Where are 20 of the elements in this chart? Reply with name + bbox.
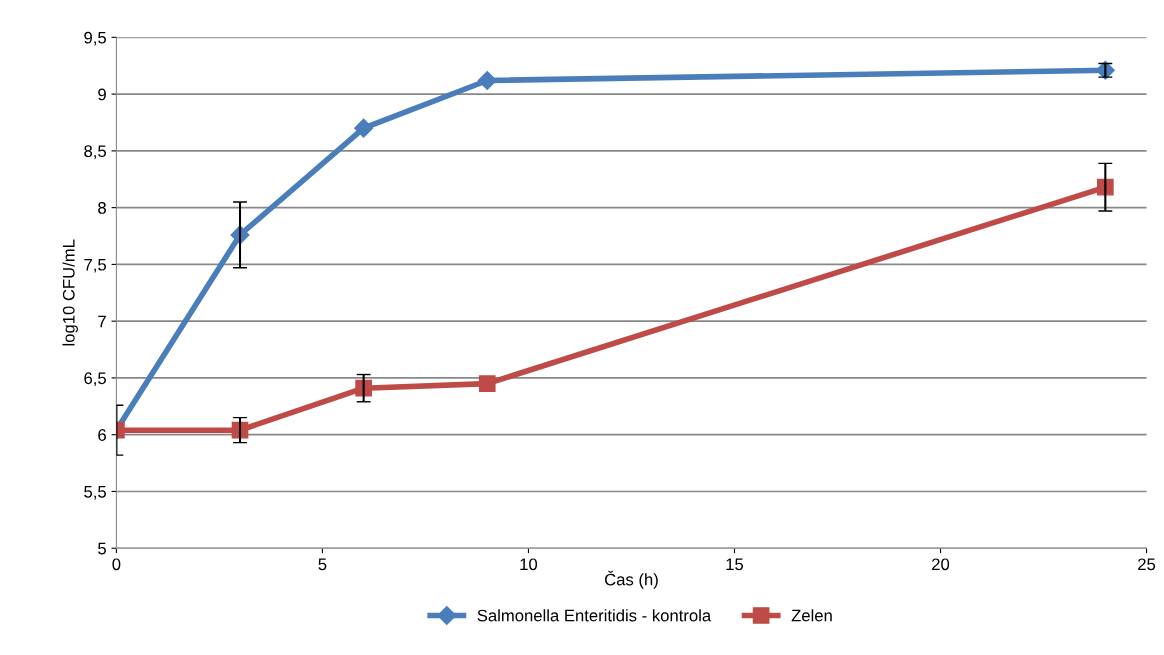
y-axis-title: log10 CFU/mL: [62, 239, 78, 346]
x-tick-label: 0: [112, 558, 121, 571]
x-tick-label: 25: [1138, 558, 1156, 571]
y-tick-label: 8,5: [84, 145, 106, 160]
y-tick-label: 8: [98, 202, 106, 214]
x-tick-label: 20: [932, 558, 950, 571]
y-tick-label: 9: [98, 88, 106, 101]
legend-label: Zelen: [791, 609, 832, 622]
y-tick-label: 7,5: [84, 258, 106, 273]
x-tick-label: 10: [520, 558, 538, 571]
x-axis-title: Čas (h): [605, 570, 658, 589]
x-tick-label: 15: [726, 558, 744, 571]
y-tick-label: 9,5: [84, 31, 106, 46]
legend-label: Salmonella Enteritidis - kontrola: [477, 609, 712, 622]
y-tick-label: 6,5: [84, 372, 106, 387]
y-tick-label: 5: [98, 542, 106, 555]
y-tick-label: 6: [98, 429, 106, 441]
y-tick-label: 5,5: [84, 486, 106, 500]
y-tick-label: 7: [98, 315, 106, 328]
x-tick-label: 5: [318, 558, 327, 571]
